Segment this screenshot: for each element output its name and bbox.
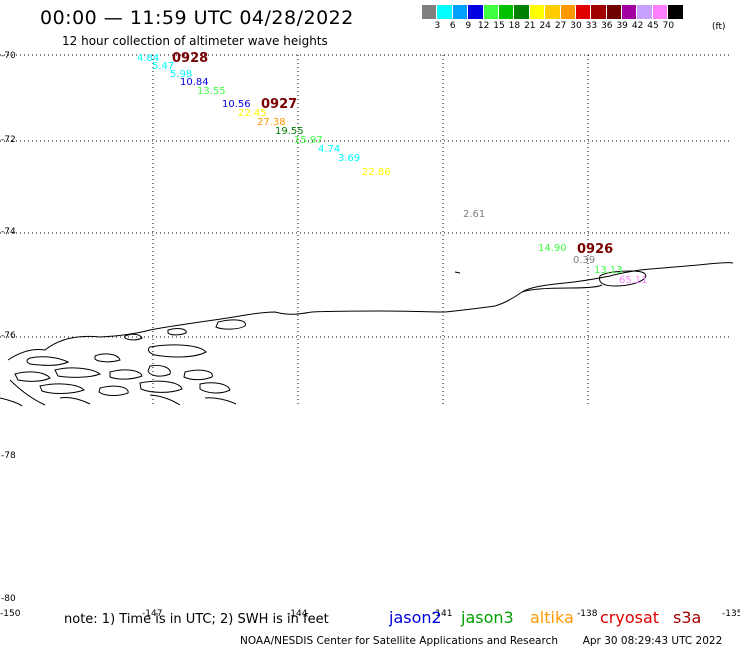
legend-label: 24 (539, 21, 551, 31)
legend-label: 70 (662, 21, 675, 31)
wave-height-reading: 14.90 (538, 243, 567, 254)
lat-label: -78 (1, 451, 16, 461)
generated-timestamp: Apr 30 08:29:43 UTC 2022 (582, 635, 723, 647)
ice-floes (94, 328, 187, 363)
wave-height-reading: 0.39 (573, 255, 596, 266)
legend-swatch (668, 5, 684, 19)
legend-label: 15 (493, 21, 505, 31)
lon-label: -147 (142, 609, 163, 619)
wave-height-reading: 4.84 (137, 53, 160, 64)
wave-height-reading: 5.98 (170, 69, 193, 80)
lat-label: -70 (1, 51, 16, 61)
lat-label: -80 (1, 594, 16, 604)
legend-label: 18 (508, 21, 521, 31)
legend-label: 27 (554, 21, 567, 31)
credit-text: NOAA/NESDIS Center for Satellite Applica… (240, 635, 558, 647)
lon-label: -150 (0, 609, 21, 619)
legend-swatch (468, 5, 484, 19)
wave-height-reading: 27.38 (257, 117, 286, 128)
legend-label: 33 (585, 21, 598, 31)
footer-note: note: 1) Time is in UTC; 2) SWH is in fe… (64, 612, 329, 627)
legend-swatches (422, 5, 684, 19)
legend-swatch (591, 5, 607, 19)
wave-height-reading: 22.86 (362, 167, 391, 178)
legend-label: 30 (570, 21, 582, 31)
legend-swatch (498, 5, 515, 19)
legend-label: 42 (631, 21, 644, 31)
legend-swatch (575, 5, 592, 19)
color-legend: 3 6 9 12 15 18 21 24 27 30 33 36 39 42 45 70 (422, 5, 684, 31)
graticule (0, 54, 730, 405)
pass-time-label: 0927 (261, 97, 298, 112)
legend-label: 6 (449, 21, 456, 31)
legend-unit: (ft) (712, 22, 726, 32)
legend-label: 45 (647, 21, 659, 31)
legend-swatch (529, 5, 546, 19)
satellite-altika: altika (530, 608, 574, 627)
satellite-jason3: jason3 (461, 608, 514, 627)
lon-label: -141 (432, 609, 453, 619)
wave-height-reading: 5.47 (152, 61, 175, 72)
legend-swatch (622, 5, 638, 19)
lon-label: -135 (722, 609, 740, 619)
legend-swatch (437, 5, 453, 19)
satellite-s3a: s3a (673, 608, 702, 627)
footer-credit: NOAA/NESDIS Center for Satellite Applica… (240, 635, 722, 647)
pass-time-label: 0926 (577, 242, 614, 257)
wave-height-reading: 10.56 (222, 99, 251, 110)
legend-swatch (422, 5, 438, 19)
legend-label: 39 (616, 21, 628, 31)
wave-height-reading: 19.55 (275, 126, 304, 137)
wave-height-reading: 15.97 (294, 135, 323, 146)
lat-label: -76 (1, 331, 16, 341)
satellite-jason2: jason2 (389, 608, 442, 627)
legend-swatch (560, 5, 576, 19)
legend-swatch (652, 5, 669, 19)
wave-height-reading: 10.84 (180, 77, 209, 88)
legend-swatch (483, 5, 499, 19)
wave-height-reading: 22.45 (238, 108, 267, 119)
legend-swatch (514, 5, 530, 19)
coastline (0, 262, 734, 407)
legend-label: 36 (601, 21, 613, 31)
wave-height-reading: 13.13 (594, 265, 623, 276)
lon-label: -144 (287, 609, 308, 619)
satellite-cryosat: cryosat (600, 608, 660, 627)
legend-swatch (452, 5, 469, 19)
legend-swatch (545, 5, 561, 19)
legend-swatch (606, 5, 623, 19)
map-title: 00:00 — 11:59 UTC 04/28/2022 (40, 7, 354, 29)
pass-time-label: 0928 (172, 51, 209, 66)
wave-height-reading: 65.11 (619, 275, 648, 286)
lat-label: -74 (1, 227, 16, 237)
legend-labels: 3 6 9 12 15 18 21 24 27 30 33 36 39 42 45 70 (422, 19, 684, 31)
legend-swatch (637, 5, 653, 19)
wave-height-reading: 3.69 (338, 153, 361, 164)
lat-label: -72 (1, 135, 16, 145)
wave-height-reading: 13.55 (197, 86, 226, 97)
map-subtitle: 12 hour collection of altimeter wave hei… (62, 34, 328, 48)
legend-label: 21 (524, 21, 536, 31)
wave-height-reading: 4.74 (318, 144, 341, 155)
legend-label: 9 (465, 21, 472, 31)
lon-label: -138 (577, 609, 598, 619)
legend-label: 12 (477, 21, 490, 31)
wave-height-reading: 2.61 (463, 209, 486, 220)
legend-label: 3 (434, 21, 441, 31)
